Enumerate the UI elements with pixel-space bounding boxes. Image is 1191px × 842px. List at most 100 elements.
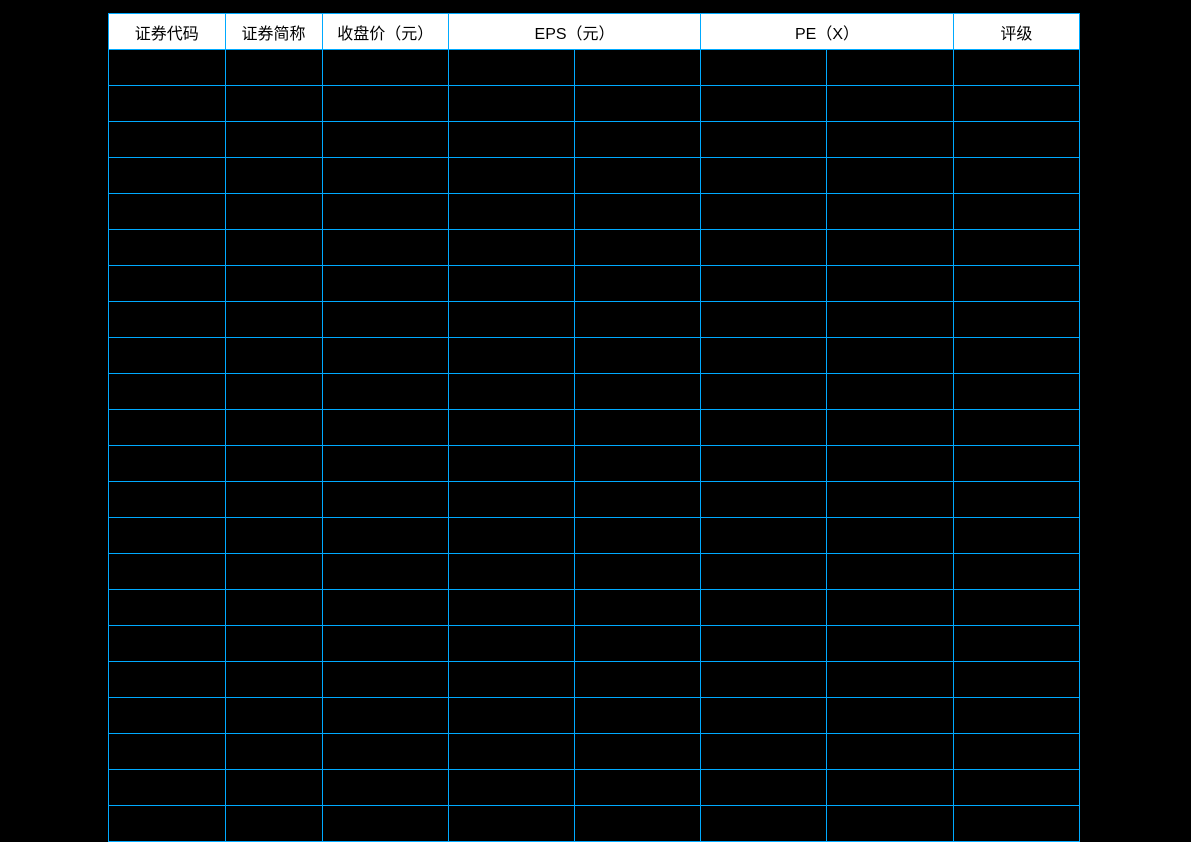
table-cell <box>575 122 701 158</box>
table-cell <box>953 230 1079 266</box>
table-cell <box>827 554 953 590</box>
table-cell <box>322 734 448 770</box>
table-cell <box>225 86 322 122</box>
table-cell <box>109 194 226 230</box>
table-cell <box>448 518 574 554</box>
table-cell <box>827 410 953 446</box>
table-cell <box>701 50 827 86</box>
table-cell <box>322 626 448 662</box>
header-price: 收盘价（元） <box>322 14 448 50</box>
table-cell <box>109 374 226 410</box>
table-cell <box>225 446 322 482</box>
table-cell <box>575 554 701 590</box>
table-cell <box>953 554 1079 590</box>
table-header-row: 证券代码 证券简称 收盘价（元） EPS（元） PE（X） 评级 <box>109 14 1080 50</box>
table-cell <box>225 266 322 302</box>
table-cell <box>448 482 574 518</box>
table-cell <box>827 122 953 158</box>
table-cell <box>575 266 701 302</box>
table-row <box>109 266 1080 302</box>
table-cell <box>701 410 827 446</box>
table-row <box>109 662 1080 698</box>
table-cell <box>953 734 1079 770</box>
header-rating: 评级 <box>953 14 1079 50</box>
table-cell <box>322 194 448 230</box>
table-cell <box>225 662 322 698</box>
table-row <box>109 626 1080 662</box>
table-cell <box>448 302 574 338</box>
table-cell <box>225 302 322 338</box>
table-cell <box>575 482 701 518</box>
table-cell <box>827 158 953 194</box>
table-cell <box>109 230 226 266</box>
table-row <box>109 86 1080 122</box>
table-cell <box>701 518 827 554</box>
table-cell <box>448 554 574 590</box>
table-cell <box>322 770 448 806</box>
table-cell <box>701 806 827 842</box>
table-cell <box>701 266 827 302</box>
table-cell <box>575 302 701 338</box>
table-cell <box>109 770 226 806</box>
table-row <box>109 734 1080 770</box>
table-cell <box>953 194 1079 230</box>
table-cell <box>448 626 574 662</box>
table-row <box>109 482 1080 518</box>
table-cell <box>953 410 1079 446</box>
table-cell <box>827 338 953 374</box>
table-cell <box>953 590 1079 626</box>
table-cell <box>448 698 574 734</box>
table-cell <box>448 374 574 410</box>
table-cell <box>322 590 448 626</box>
table-cell <box>109 446 226 482</box>
table-cell <box>953 338 1079 374</box>
table-cell <box>109 410 226 446</box>
table-cell <box>827 266 953 302</box>
table-cell <box>953 482 1079 518</box>
table-cell <box>448 230 574 266</box>
table-cell <box>322 410 448 446</box>
table-cell <box>953 266 1079 302</box>
table-cell <box>448 50 574 86</box>
table-cell <box>109 806 226 842</box>
table-row <box>109 302 1080 338</box>
table-cell <box>225 482 322 518</box>
table-cell <box>575 590 701 626</box>
table-cell <box>322 86 448 122</box>
table-cell <box>575 662 701 698</box>
table-cell <box>322 374 448 410</box>
table-row <box>109 158 1080 194</box>
table-cell <box>953 698 1079 734</box>
table-cell <box>109 590 226 626</box>
table-cell <box>322 158 448 194</box>
table-row <box>109 338 1080 374</box>
table-cell <box>448 590 574 626</box>
table-cell <box>827 662 953 698</box>
table-cell <box>827 86 953 122</box>
table-row <box>109 230 1080 266</box>
table-cell <box>225 230 322 266</box>
table-cell <box>827 806 953 842</box>
table-row <box>109 410 1080 446</box>
table-cell <box>701 338 827 374</box>
table-cell <box>827 626 953 662</box>
table-cell <box>701 86 827 122</box>
table-row <box>109 698 1080 734</box>
table-cell <box>827 698 953 734</box>
header-name: 证券简称 <box>225 14 322 50</box>
table-cell <box>109 518 226 554</box>
table-cell <box>701 302 827 338</box>
table-cell <box>953 158 1079 194</box>
table-cell <box>575 410 701 446</box>
table-cell <box>109 662 226 698</box>
table-cell <box>953 86 1079 122</box>
table-cell <box>575 374 701 410</box>
table-cell <box>109 122 226 158</box>
table-cell <box>575 806 701 842</box>
table-cell <box>575 86 701 122</box>
table-cell <box>575 194 701 230</box>
table-cell <box>322 806 448 842</box>
table-row <box>109 122 1080 158</box>
table-cell <box>322 662 448 698</box>
table-cell <box>322 482 448 518</box>
